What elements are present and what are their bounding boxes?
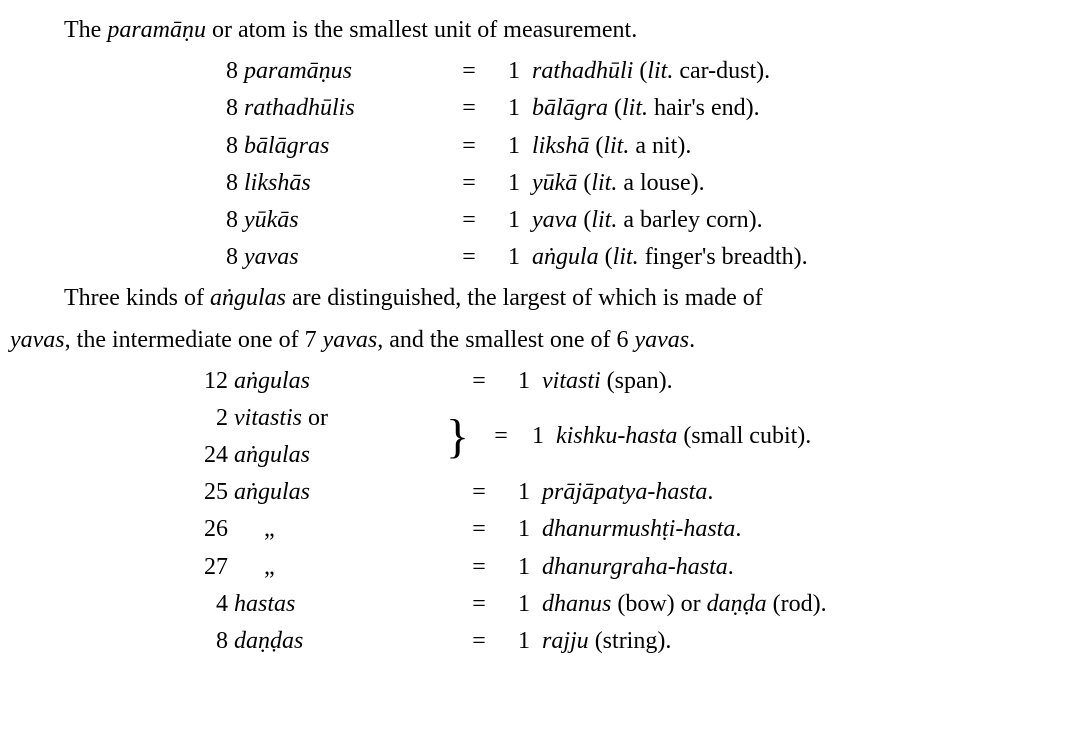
intro-paragraph: The paramāṇu or atom is the smallest uni… <box>10 12 1070 49</box>
t1-r4-eq: = <box>444 202 494 239</box>
t2b-r1-rhs: 1 dhanurmushṭi-hasta. <box>518 511 1070 548</box>
t1-r0-lhs: 8paramāṇus <box>210 53 430 90</box>
t1-r3-eq: = <box>444 165 494 202</box>
t2b-r1-eq: = <box>454 511 504 548</box>
t1-r1-lhs: 8rathadhūlis <box>210 90 430 127</box>
t1-r1-rhs: 1 bālāgra (lit. hair's end). <box>508 90 1070 127</box>
t2a-lhs: 12aṅgulas <box>200 363 440 400</box>
t2b-r4-rhs: 1 rajju (string). <box>518 623 1070 660</box>
t2b-r1-lhs: 26 „ <box>200 511 440 548</box>
t2b-r0-eq: = <box>454 474 504 511</box>
table-one: 8paramāṇus = 1 rathadhūli (lit. car-dust… <box>210 53 1070 276</box>
curly-brace-icon: } <box>446 413 470 461</box>
t2a-eq: = <box>454 363 504 400</box>
intro-prefix: The <box>64 17 107 43</box>
intro-term: paramāṇu <box>107 17 206 43</box>
table-two-b: 25aṅgulas = 1 prājāpatya-hasta. 26 „ = 1… <box>200 474 1070 660</box>
brace-left: 2vitastis or 24aṅgulas <box>200 400 440 474</box>
brace-rhs: 1 kishku-hasta (small cubit). <box>532 418 1070 455</box>
mid-paragraph-1: Three kinds of aṅgulas are distinguished… <box>10 280 1070 317</box>
t2b-r2-eq: = <box>454 549 504 586</box>
t1-r3-rhs: 1 yūkā (lit. a louse). <box>508 165 1070 202</box>
t2b-r3-eq: = <box>454 586 504 623</box>
t2b-r3-rhs: 1 dhanus (bow) or daṇḍa (rod). <box>518 586 1070 623</box>
t1-r5-lhs: 8yavas <box>210 239 430 276</box>
t1-r4-rhs: 1 yava (lit. a barley corn). <box>508 202 1070 239</box>
t2b-r4-lhs: 8daṇḍas <box>200 623 440 660</box>
t2b-r0-lhs: 25aṅgulas <box>200 474 440 511</box>
brace-eq: = <box>476 418 526 455</box>
t1-r0-rhs: 1 rathadhūli (lit. car-dust). <box>508 53 1070 90</box>
t2b-r2-lhs: 27 „ <box>200 549 440 586</box>
t1-r5-eq: = <box>444 239 494 276</box>
t1-r3-lhs: 8likshās <box>210 165 430 202</box>
t1-r4-lhs: 8yūkās <box>210 202 430 239</box>
t2b-r2-rhs: 1 dhanurgraha-hasta. <box>518 549 1070 586</box>
mid-paragraph-2: yavas, the intermediate one of 7 yavas, … <box>10 322 1070 359</box>
t1-r5-rhs: 1 aṅgula (lit. finger's breadth). <box>508 239 1070 276</box>
intro-rest: or atom is the smallest unit of measurem… <box>206 17 637 43</box>
brace-group: 2vitastis or 24aṅgulas } = 1 kishku-hast… <box>200 400 1070 474</box>
t2b-r4-eq: = <box>454 623 504 660</box>
t2b-r3-lhs: 4hastas <box>200 586 440 623</box>
t1-r1-eq: = <box>444 90 494 127</box>
t1-r2-lhs: 8bālāgras <box>210 128 430 165</box>
t1-r2-eq: = <box>444 128 494 165</box>
t1-r2-rhs: 1 likshā (lit. a nit). <box>508 128 1070 165</box>
t1-r0-eq: = <box>444 53 494 90</box>
table-two-a: 12aṅgulas = 1 vitasti (span). <box>200 363 1070 400</box>
t2a-rhs: 1 vitasti (span). <box>518 363 1070 400</box>
t2b-r0-rhs: 1 prājāpatya-hasta. <box>518 474 1070 511</box>
